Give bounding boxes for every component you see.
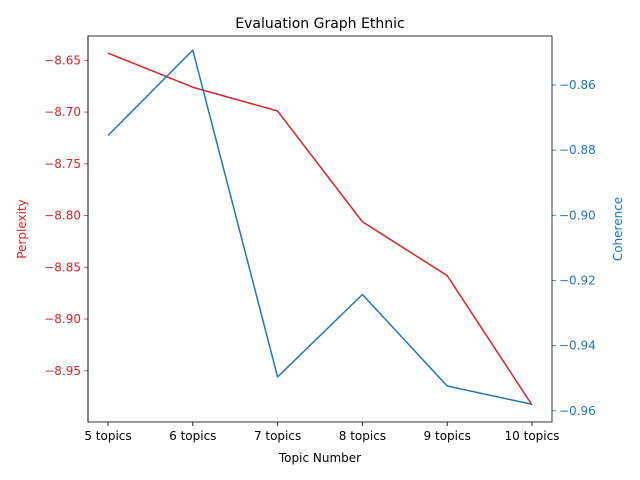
y-right-tick-label: −0.88 xyxy=(559,143,596,157)
x-axis: 5 topics 6 topics 7 topics 8 topics 9 topics… xyxy=(84,422,559,443)
x-tick-label: 6 topics xyxy=(169,429,216,443)
y-left-tick-label: −8.95 xyxy=(44,364,81,378)
y-axis-coherence: −0.86 −0.88 −0.90 −0.92 −0.94 −0.96 xyxy=(552,78,596,418)
y-left-tick-label: −8.65 xyxy=(44,53,81,67)
y-left-tick-label: −8.80 xyxy=(44,209,81,223)
y-right-tick-label: −0.90 xyxy=(559,208,596,222)
y-left-tick-label: −8.70 xyxy=(44,105,81,119)
x-tick-label: 9 topics xyxy=(424,429,471,443)
y-right-tick-label: −0.96 xyxy=(559,404,596,418)
x-tick-label: 7 topics xyxy=(254,429,301,443)
x-axis-label: Topic Number xyxy=(278,451,361,465)
y-axis-perplexity: −8.65 −8.70 −8.75 −8.80 −8.85 −8.90 −8.95 xyxy=(44,36,89,422)
y-axis-left-label: Perplexity xyxy=(15,199,29,259)
x-tick-label: 5 topics xyxy=(84,429,131,443)
y-left-tick-label: −8.75 xyxy=(44,157,81,171)
y-left-tick-label: −8.90 xyxy=(44,312,81,326)
y-left-tick-label: −8.85 xyxy=(44,260,81,274)
y-right-tick-label: −0.92 xyxy=(559,273,596,287)
x-tick-label: 8 topics xyxy=(339,429,386,443)
series-line-perplexity xyxy=(107,52,533,406)
chart-title: Evaluation Graph Ethnic xyxy=(235,16,404,32)
y-axis-right-label: Coherence xyxy=(611,197,625,261)
x-tick-label: 10 topics xyxy=(505,429,560,443)
plot-area xyxy=(107,49,533,406)
series-line-coherence xyxy=(107,49,533,406)
y-right-tick-label: −0.94 xyxy=(559,339,596,353)
plot-frame xyxy=(87,35,553,423)
y-right-tick-label: −0.86 xyxy=(559,78,596,92)
